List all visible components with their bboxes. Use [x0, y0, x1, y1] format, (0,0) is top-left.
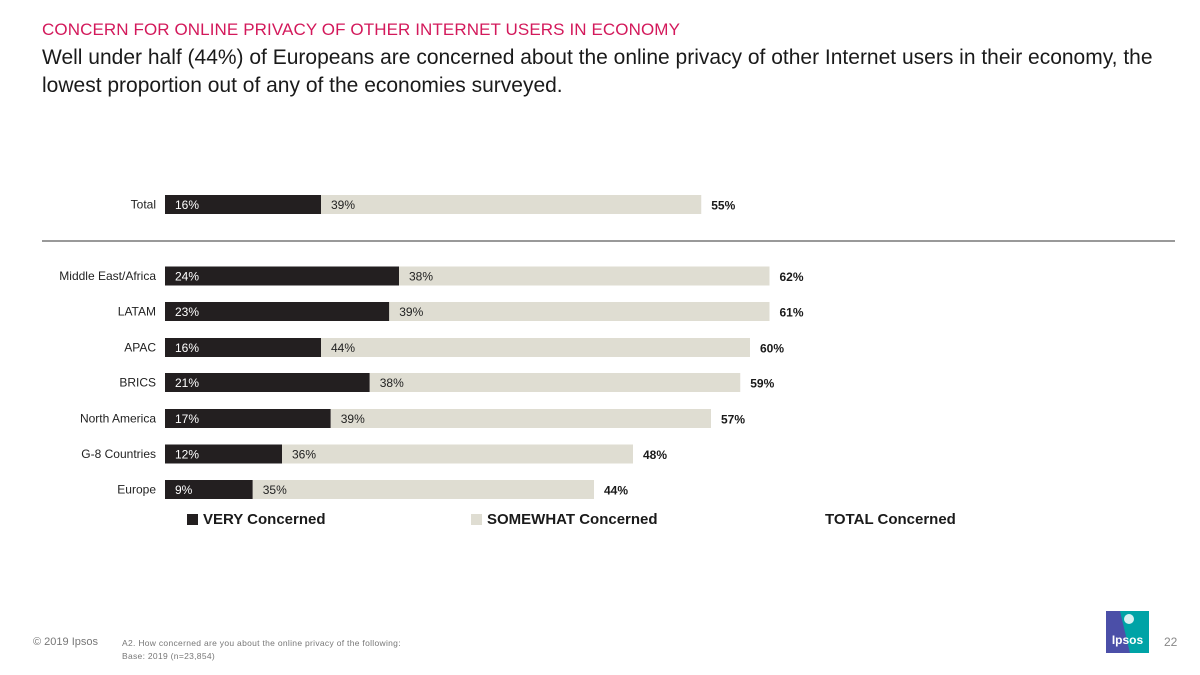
bar-segment-very-g-8-countries — [165, 444, 282, 464]
slide-kicker: CONCERN FOR ONLINE PRIVACY OF OTHER INTE… — [42, 20, 681, 39]
bar-segment-very-total — [165, 195, 321, 214]
category-label-brics: BRICS — [119, 376, 156, 390]
data-label-somewhat-total: 39% — [331, 198, 355, 212]
data-label-somewhat-middle-east-africa: 38% — [409, 270, 433, 284]
data-label-somewhat-europe: 35% — [263, 483, 287, 497]
footer-base: Base: 2019 (n=23,854) — [122, 651, 216, 661]
category-label-north-america: North America — [80, 412, 156, 426]
page-number: 22 — [1164, 635, 1178, 649]
category-label-apac: APAC — [124, 341, 156, 355]
legend-swatch-very — [187, 514, 198, 525]
bar-segment-very-europe — [165, 480, 253, 499]
bar-segment-somewhat-g-8-countries — [282, 444, 633, 464]
bar-segment-somewhat-brics — [369, 373, 741, 392]
data-label-very-total: 16% — [175, 198, 199, 212]
bar-segment-somewhat-middle-east-africa — [399, 266, 770, 286]
data-label-very-apac: 16% — [175, 341, 199, 355]
total-label-brics: 59% — [750, 377, 774, 391]
legend-label-total: TOTAL Concerned — [825, 511, 956, 528]
bar-segment-very-apac — [165, 338, 321, 357]
footer-copyright: © 2019 Ipsos — [33, 636, 98, 648]
bar-segment-very-north-america — [165, 409, 331, 428]
category-label-total: Total — [131, 198, 156, 212]
category-label-latam: LATAM — [118, 305, 156, 319]
data-label-very-latam: 23% — [175, 305, 199, 319]
total-label-latam: 61% — [780, 306, 804, 320]
bar-segment-somewhat-europe — [252, 480, 594, 499]
legend-label-somewhat: SOMEWHAT Concerned — [487, 511, 658, 528]
bar-segment-very-middle-east-africa — [165, 266, 399, 286]
legend-item-very: VERY Concerned — [187, 511, 326, 528]
bar-segment-very-brics — [165, 373, 370, 392]
total-label-g-8-countries: 48% — [643, 448, 667, 462]
data-label-somewhat-north-america: 39% — [341, 412, 365, 426]
stacked-bar-chart: Total 16% 39% 55% Middle East/Africa 24% 38% 62… — [42, 195, 1175, 499]
data-label-somewhat-brics: 38% — [380, 376, 404, 390]
total-label-north-america: 57% — [721, 413, 745, 427]
category-label-middle-east-africa: Middle East/Africa — [59, 269, 156, 283]
total-label-total: 55% — [711, 199, 735, 213]
legend-item-total: TOTAL Concerned — [825, 511, 956, 528]
total-label-europe: 44% — [604, 484, 628, 498]
bars-group: Total 16% 39% 55% Middle East/Africa 24% 38% 62… — [59, 195, 804, 499]
total-label-apac: 60% — [760, 342, 784, 356]
data-label-very-north-america: 17% — [175, 412, 199, 426]
ipsos-logo: Ipsos — [1106, 611, 1149, 653]
data-label-very-g-8-countries: 12% — [175, 448, 199, 462]
category-label-europe: Europe — [117, 483, 156, 497]
data-label-very-europe: 9% — [175, 483, 193, 497]
slide-headline: Well under half (44%) of Europeans are c… — [42, 46, 1153, 97]
bar-segment-very-latam — [165, 302, 390, 321]
footer-note: A2. How concerned are you about the onli… — [122, 637, 401, 663]
data-label-somewhat-g-8-countries: 36% — [292, 448, 316, 462]
legend-label-very: VERY Concerned — [203, 511, 326, 528]
data-label-somewhat-apac: 44% — [331, 341, 355, 355]
bar-segment-somewhat-apac — [321, 338, 750, 357]
bar-segment-somewhat-latam — [389, 302, 770, 321]
total-label-middle-east-africa: 62% — [780, 270, 804, 284]
data-label-very-brics: 21% — [175, 376, 199, 390]
legend-swatch-somewhat — [471, 514, 482, 525]
logo-text: Ipsos — [1112, 633, 1144, 647]
bar-segment-somewhat-north-america — [330, 409, 711, 428]
legend-item-somewhat: SOMEWHAT Concerned — [471, 511, 658, 528]
bar-segment-somewhat-total — [321, 195, 702, 214]
category-label-g-8-countries: G-8 Countries — [81, 447, 156, 461]
data-label-somewhat-latam: 39% — [399, 305, 423, 319]
data-label-very-middle-east-africa: 24% — [175, 270, 199, 284]
footer-question: A2. How concerned are you about the onli… — [122, 638, 401, 648]
